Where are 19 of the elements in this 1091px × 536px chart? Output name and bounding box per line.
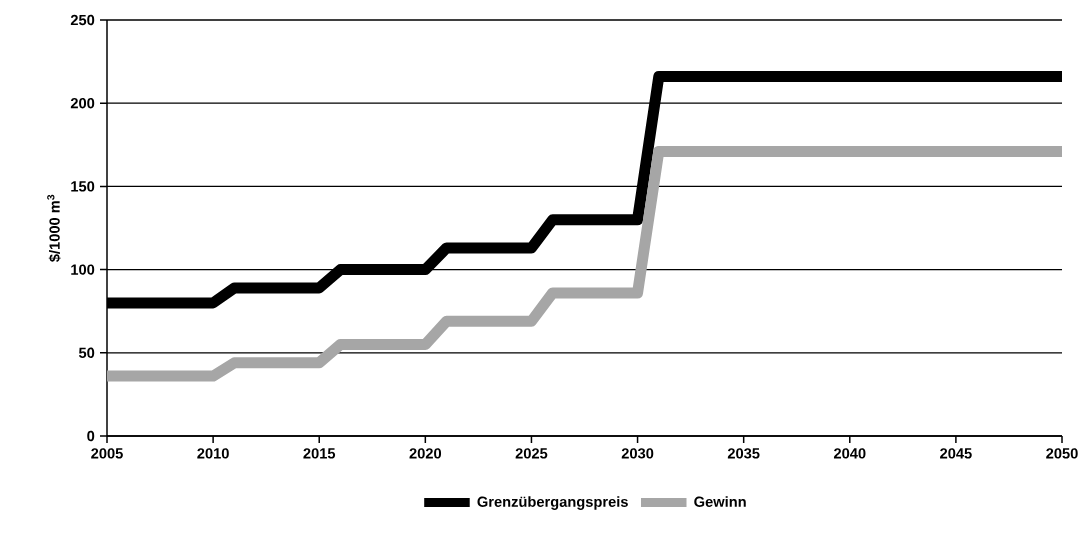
y-tick-label: 50 <box>78 347 95 358</box>
x-tick-label: 2045 <box>940 448 972 459</box>
x-tick-label: 2005 <box>91 448 123 459</box>
y-tick-label: 0 <box>87 430 95 442</box>
legend-label: Grenzübergangspreis <box>477 496 628 510</box>
y-tick-label: 200 <box>70 98 95 109</box>
x-tick-label: 2050 <box>1046 448 1078 459</box>
x-tick-label: 2020 <box>409 448 442 459</box>
y-tick-label: 150 <box>71 181 95 192</box>
x-tick-label: 2030 <box>621 448 654 459</box>
x-tick-label: 2025 <box>515 448 548 459</box>
x-tick-label: 2015 <box>303 448 336 459</box>
x-tick-label: 2010 <box>197 448 229 459</box>
legend-label: Gewinn <box>694 496 746 507</box>
y-tick-label: 250 <box>70 14 95 26</box>
y-axis-title: $/1000 m$^{3}$ <box>47 194 61 262</box>
x-tick-label: 2040 <box>833 448 866 459</box>
y-tick-label: 100 <box>71 264 95 275</box>
x-tick-label: 2035 <box>727 448 760 459</box>
